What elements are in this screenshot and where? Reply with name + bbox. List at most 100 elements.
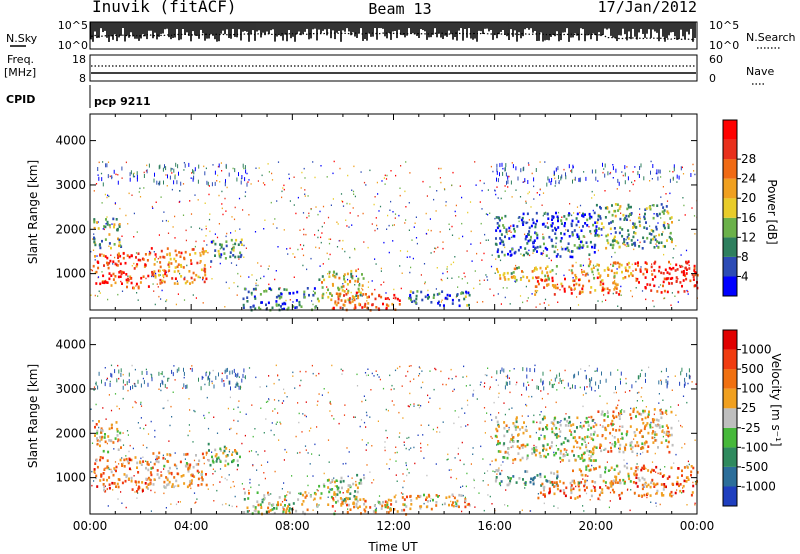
heatmap-cell (367, 368, 369, 370)
heatmap-cell (263, 432, 265, 434)
heatmap-cell (560, 237, 563, 240)
x-tick-label: 00:00 (680, 519, 715, 533)
heatmap-cell (414, 222, 416, 224)
heatmap-cell (100, 474, 103, 477)
heatmap-cell (356, 297, 358, 300)
colorbar-tick-label: 25 (741, 401, 756, 415)
heatmap-cell (117, 259, 120, 263)
heatmap-cell (619, 497, 622, 500)
heatmap-cell (613, 271, 616, 275)
heatmap-cell (159, 278, 162, 282)
heatmap-cell (572, 436, 575, 440)
heatmap-cell (356, 499, 359, 503)
heatmap-cell (599, 274, 602, 277)
heatmap-cell (109, 380, 111, 383)
heatmap-cell (425, 232, 427, 235)
heatmap-cell (239, 455, 241, 459)
heatmap-cell (328, 242, 331, 245)
heatmap-cell (344, 499, 347, 503)
heatmap-cell (165, 300, 167, 303)
heatmap-cell (336, 493, 339, 496)
heatmap-cell (564, 369, 566, 372)
heatmap-cell (125, 455, 127, 457)
heatmap-cell (631, 181, 633, 184)
heatmap-cell (692, 481, 694, 484)
heatmap-cell (392, 240, 394, 242)
heatmap-cell (95, 183, 98, 185)
heatmap-cell (361, 284, 364, 287)
heatmap-cell (400, 287, 402, 290)
heatmap-cell (495, 243, 498, 246)
heatmap-cell (159, 261, 162, 264)
heatmap-cell (670, 490, 673, 494)
heatmap-cell (513, 230, 516, 233)
heatmap-cell (203, 264, 206, 267)
heatmap-cell (661, 494, 664, 497)
heatmap-cell (637, 171, 639, 176)
heatmap-cell (503, 272, 506, 275)
heatmap-cell (210, 260, 213, 263)
heatmap-cell (159, 282, 162, 285)
heatmap-cell (406, 256, 408, 258)
heatmap-cell (195, 463, 198, 466)
heatmap-cell (122, 373, 124, 376)
heatmap-cell (409, 295, 411, 298)
heatmap-cell (104, 225, 107, 229)
heatmap-cell (442, 272, 444, 275)
heatmap-cell (556, 286, 559, 290)
heatmap-cell (449, 228, 451, 231)
heatmap-cell (130, 386, 131, 391)
heatmap-cell (526, 458, 528, 461)
heatmap-cell (640, 447, 643, 450)
heatmap-cell (551, 483, 554, 487)
heatmap-cell (673, 248, 675, 250)
heatmap-cell (349, 508, 352, 511)
heatmap-cell (354, 490, 357, 493)
heatmap-cell (217, 456, 220, 460)
heatmap-cell (580, 453, 583, 457)
heatmap-cell (331, 505, 334, 508)
heatmap-cell (526, 252, 529, 256)
heatmap-cell (600, 222, 603, 225)
heatmap-cell (409, 380, 411, 383)
heatmap-cell (463, 365, 465, 368)
heatmap-cell (226, 186, 228, 189)
heatmap-cell (495, 237, 497, 240)
heatmap-cell (642, 400, 644, 402)
heatmap-cell (404, 222, 406, 224)
heatmap-cell (681, 492, 683, 494)
heatmap-cell (254, 231, 257, 233)
heatmap-cell (297, 402, 299, 404)
heatmap-cell (590, 437, 593, 440)
heatmap-cell (644, 208, 647, 211)
heatmap-cell (339, 497, 342, 500)
heatmap-cell (551, 269, 554, 272)
heatmap-cell (107, 266, 110, 270)
heatmap-cell (254, 287, 257, 291)
heatmap-cell (561, 216, 563, 218)
heatmap-cell (527, 221, 529, 224)
heatmap-cell (581, 426, 583, 430)
heatmap-cell (505, 163, 507, 168)
heatmap-cell (375, 370, 377, 372)
heatmap-cell (687, 260, 690, 263)
heatmap-cell (532, 478, 534, 482)
heatmap-cell (275, 295, 278, 299)
heatmap-cell (655, 243, 657, 245)
heatmap-cell (655, 424, 658, 428)
heatmap-cell (544, 274, 547, 278)
heatmap-cell (112, 489, 114, 491)
heatmap-cell (655, 502, 657, 504)
heatmap-cell (474, 270, 476, 272)
heatmap-cell (601, 434, 604, 437)
heatmap-cell (99, 479, 102, 482)
heatmap-cell (260, 407, 262, 409)
heatmap-cell (540, 390, 542, 392)
heatmap-cell (599, 499, 601, 501)
heatmap-cell (525, 200, 527, 203)
heatmap-cell (660, 492, 663, 495)
heatmap-cell (248, 450, 250, 453)
heatmap-cell (145, 368, 147, 371)
heatmap-cell (197, 472, 200, 474)
heatmap-cell (283, 188, 285, 191)
